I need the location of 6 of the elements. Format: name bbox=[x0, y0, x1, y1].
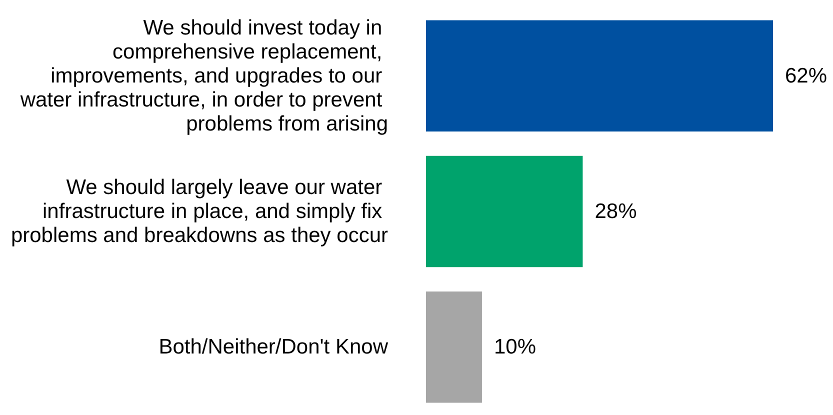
data-label: 10% bbox=[494, 336, 536, 359]
y-tick-label: We should largely leave our water infrastructure in place, and simply fix problems and breakdowns as they occur bbox=[10, 176, 388, 247]
data-label: 62% bbox=[785, 64, 828, 88]
data-label: 28% bbox=[594, 200, 637, 223]
y-tick-label: Both/Neither/Don't Know bbox=[158, 336, 389, 359]
y-tick-label: We should invest today in comprehensive replacement, improvements, and upgrades to our water infrastructure, in order to prevent problems from arising bbox=[19, 16, 388, 136]
